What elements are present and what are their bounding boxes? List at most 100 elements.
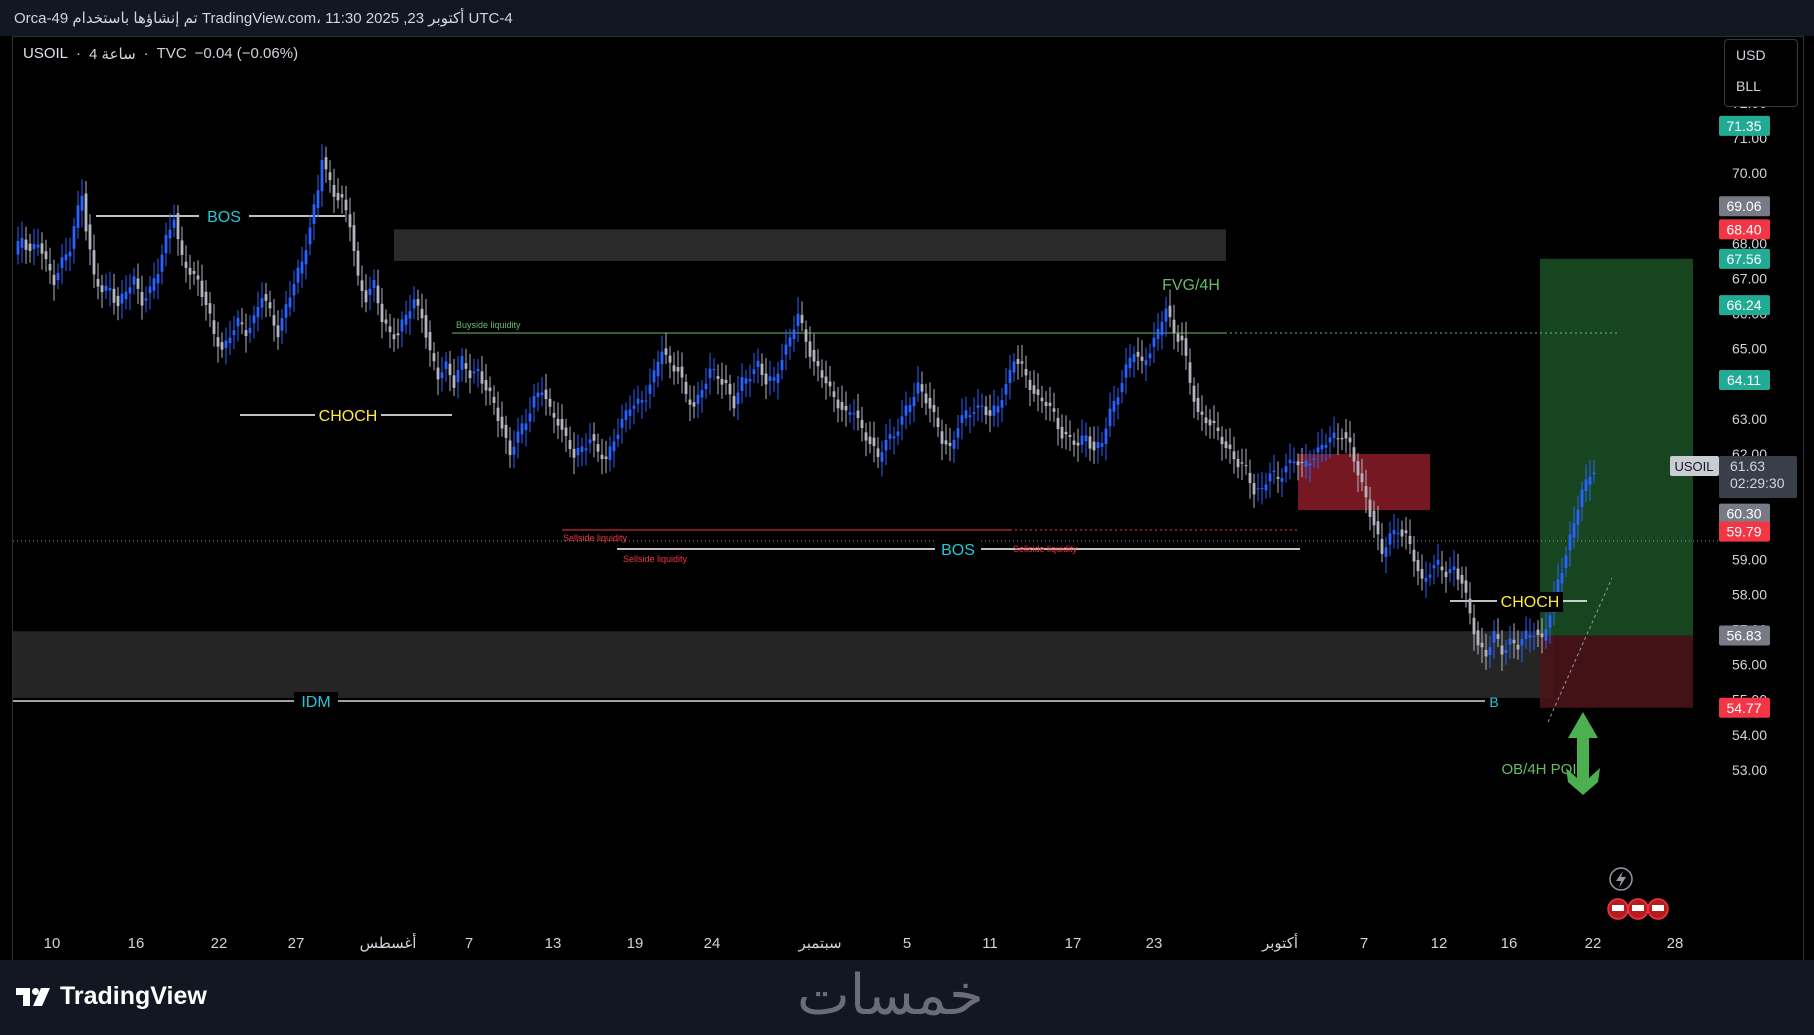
candle-body (888, 434, 892, 439)
candle-body (1188, 362, 1192, 383)
symbol-timeframe: 4 ساعة (89, 46, 136, 63)
price-level-badge (1719, 521, 1770, 542)
candle-body (448, 363, 452, 376)
candle-body (1012, 361, 1016, 373)
x-tick-label: 22 (1585, 935, 1602, 952)
candle-body (412, 299, 416, 309)
tradingview-logo[interactable]: TradingView (14, 982, 207, 1011)
candle-body (796, 313, 800, 326)
candle-body (340, 194, 344, 198)
candle-body (688, 399, 692, 405)
candle-body (16, 240, 20, 255)
candle-body (1068, 434, 1072, 438)
candle-body (956, 428, 960, 438)
candle-body (1448, 569, 1452, 574)
candle-body (756, 360, 760, 368)
bos-label-1-bg (199, 207, 249, 227)
candle-body (752, 369, 756, 374)
price-chart[interactable]: BOS CHOCH FVG/4H Buyside liquidity Sellside … (0, 0, 1814, 960)
candle-body (776, 373, 780, 384)
candle-body (988, 410, 992, 416)
projection-line (1547, 577, 1613, 723)
candle-body (1368, 499, 1372, 517)
candle-body (376, 285, 380, 304)
symbol-legend[interactable]: USOIL · 4 ساعة · TVC −0.04 (−0.06%) (23, 45, 298, 63)
candle-body (768, 376, 772, 381)
candle-body (60, 257, 64, 268)
candle-body (716, 376, 720, 379)
candle-body (564, 427, 568, 437)
currency-unit-selector[interactable]: USD BLL (1724, 39, 1798, 107)
candle-body (200, 280, 204, 297)
candle-body (1224, 441, 1228, 449)
candle-body (1532, 635, 1536, 637)
last-price-badge (1719, 455, 1797, 498)
candle-body (924, 393, 928, 404)
candle-body (828, 381, 832, 387)
candle-body (1576, 509, 1580, 525)
candle-body (24, 239, 28, 250)
y-tick-label: 67.00 (1732, 271, 1767, 287)
candle-body (740, 377, 744, 391)
candle-body (1088, 436, 1092, 449)
x-tick-label: 24 (704, 935, 721, 952)
symbol-ticker: USOIL (23, 45, 69, 62)
candle-body (1356, 461, 1360, 476)
y-tick-label: 58.00 (1732, 586, 1767, 602)
candle-body (68, 251, 72, 257)
ob-poi-label: OB/4H POI (1501, 761, 1576, 778)
candle-body (832, 391, 836, 398)
candle-body (808, 341, 812, 357)
candle-body (1256, 488, 1260, 490)
candle-body (204, 291, 208, 305)
candle-body (628, 409, 632, 416)
x-tick-label: 22 (211, 935, 228, 952)
candle-body (1568, 534, 1572, 551)
candle-body (984, 406, 988, 416)
candle-body (1428, 574, 1432, 578)
candle-body (436, 367, 440, 380)
candle-body (360, 280, 364, 292)
candle-body (336, 192, 340, 201)
candle-body (704, 383, 708, 390)
candle-body (588, 439, 592, 444)
candle-body (184, 261, 188, 268)
candle-body (792, 329, 796, 339)
candle-body (692, 402, 696, 407)
candle-body (500, 416, 504, 429)
candle-body (1184, 338, 1188, 356)
candle-body (440, 372, 444, 379)
candle-body (224, 340, 228, 349)
symbol-separator: · (76, 45, 82, 62)
candle-body (128, 287, 132, 294)
candle-body (404, 314, 408, 325)
candle-body (296, 267, 300, 283)
idm-label-bg (294, 692, 338, 712)
candle-body (1096, 442, 1100, 449)
candle-body (520, 423, 524, 435)
x-tick-label: 27 (288, 935, 305, 952)
candle-body (812, 349, 816, 362)
candle-body (164, 234, 168, 254)
candle-body (964, 410, 968, 419)
candle-body (844, 405, 848, 411)
top-bar: Orca-49 تم إنشاؤها باستخدام TradingView.… (0, 0, 1814, 36)
candle-body (672, 365, 676, 372)
candle-body (548, 398, 552, 407)
candle-body (1228, 444, 1232, 449)
candle-body (1476, 630, 1480, 646)
candle-body (928, 397, 932, 409)
candle-body (292, 284, 296, 296)
candle-body (84, 193, 88, 232)
candle-body (464, 363, 468, 369)
candle-body (1232, 451, 1236, 460)
candle-body (556, 418, 560, 426)
candle-body (528, 413, 532, 422)
candle-body (1024, 369, 1028, 376)
candle-body (932, 404, 936, 413)
chart-frame[interactable] (12, 36, 1804, 962)
candle-body (532, 396, 536, 408)
candle-body (368, 288, 372, 296)
candle-body (568, 440, 572, 450)
candle-body (864, 432, 868, 441)
